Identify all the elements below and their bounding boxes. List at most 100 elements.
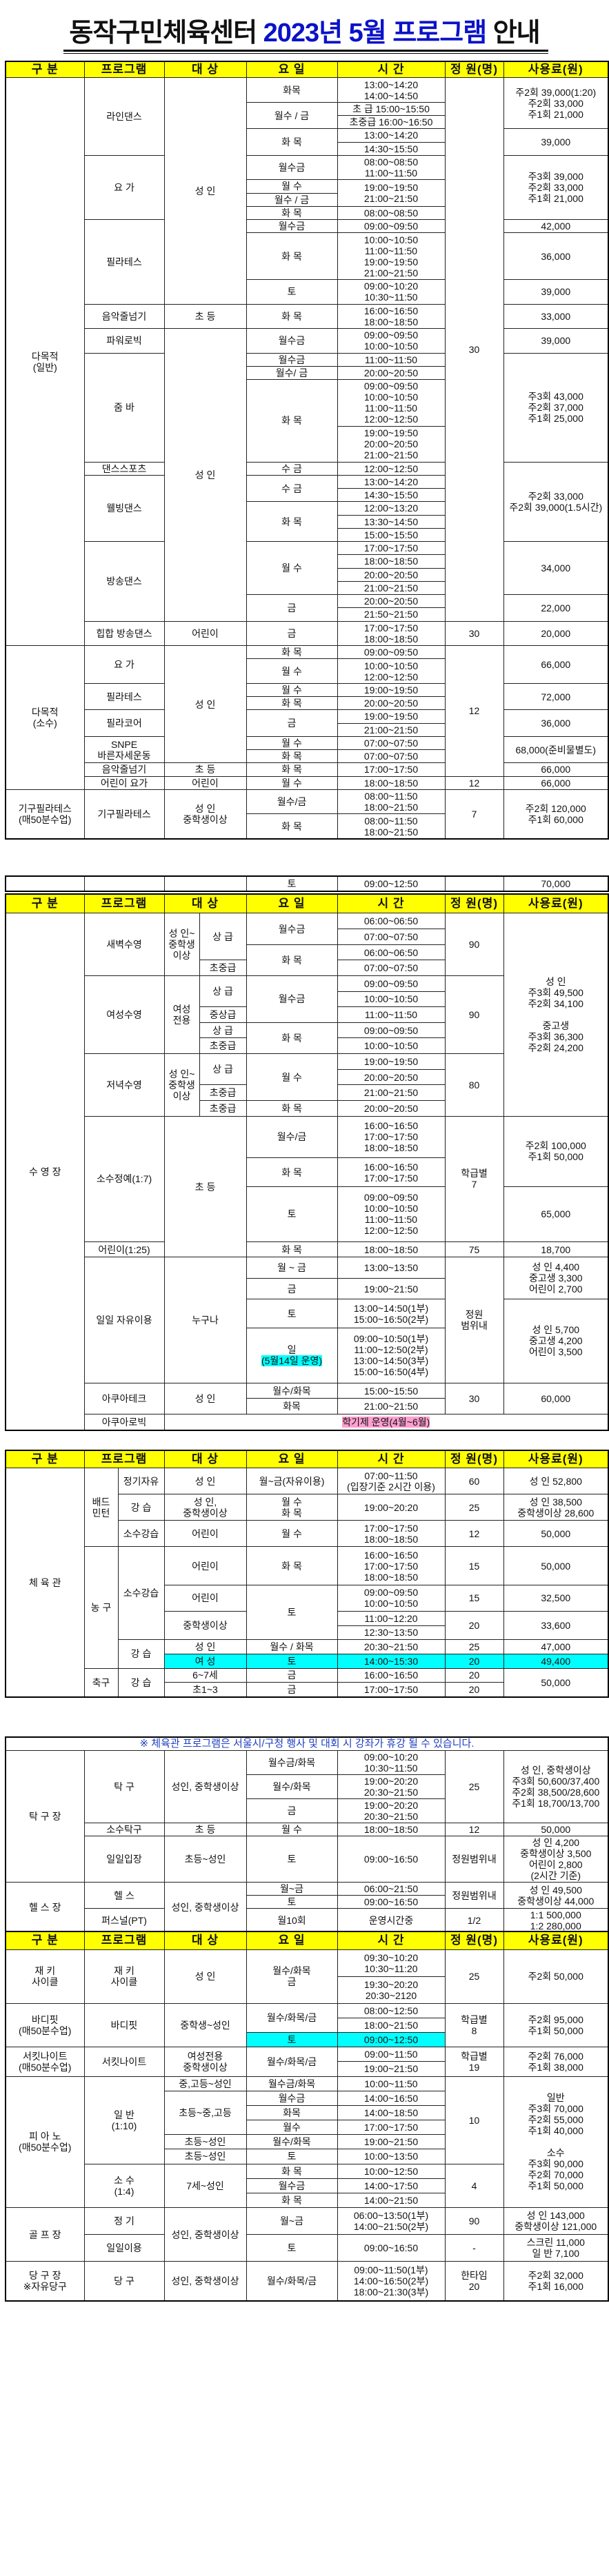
table-cell: 중상급 bbox=[199, 1006, 247, 1023]
table-row: 화 목 10:00~10:50 11:00~11:50 19:00~19:50 2… bbox=[6, 232, 609, 281]
table-row: 초등~성인 월수/화목 19:00~21:50 bbox=[6, 2134, 608, 2150]
table-cell: 월수/화목/금 bbox=[246, 2047, 338, 2077]
table-cell: 강 습 bbox=[117, 1639, 165, 1669]
table-row: 금 19:00~20:20 20:30~21:50 bbox=[6, 1798, 608, 1823]
table-cell: 08:00~12:50 bbox=[337, 2002, 446, 2018]
table-cell: 19:00~19:50 bbox=[337, 1053, 446, 1070]
table-cell: 월수금 bbox=[246, 352, 338, 367]
cell-text: 50,000 bbox=[541, 1676, 571, 1688]
table-cell: 66,000 bbox=[503, 645, 609, 684]
table-cell: 09:00~09:50 bbox=[337, 645, 446, 660]
table-cell: 기구필라테스 bbox=[83, 789, 165, 840]
table-row: 기구필라테스 (매50분수업) 기구필라테스 성 인 중학생이상 월수/금 08:00~… bbox=[5, 789, 609, 840]
table-cell: 화목 bbox=[246, 77, 338, 103]
cell-text: 66,000 bbox=[541, 658, 571, 670]
table-cell: SNPE 바른자세운동 bbox=[83, 736, 165, 764]
cell-text: 누구나 bbox=[192, 1315, 219, 1326]
table-cell: 헬 스 장 bbox=[5, 1882, 85, 1934]
cell-text: 주2회 50,000 bbox=[528, 1971, 583, 1982]
table-row: 여성수영 여성 전용 상 급 월수금 09:00~09:50 90 bbox=[6, 975, 608, 1055]
table-cell: 06:00~06:50 bbox=[337, 913, 446, 930]
cell-text: 토 bbox=[287, 1655, 297, 1667]
column-header: 대 상 bbox=[163, 1450, 247, 1469]
table-cell: 14:00~17:50 bbox=[337, 2178, 446, 2193]
table-cell: 탁 구 장 bbox=[5, 1750, 85, 1883]
cell-text: 월수/화목/금 bbox=[266, 2056, 317, 2067]
cell-text: 기구필라테스 (매50분수업) bbox=[18, 802, 72, 825]
table-cell bbox=[83, 875, 165, 892]
table-cell: 09:00~09:50 bbox=[337, 1022, 446, 1039]
table-row: 필라코어 금 19:00~19:50 36,000 bbox=[6, 709, 609, 737]
table-cell: 댄스스포츠 bbox=[83, 461, 165, 476]
title-center-name: 동작구민체육센터 bbox=[69, 19, 263, 48]
table-cell: 중학생~성인 bbox=[163, 2002, 247, 2048]
table-cell: 체 육 관 bbox=[5, 1468, 85, 1698]
table-cell: 12 bbox=[444, 1520, 504, 1548]
cell-text: 라인댄스 bbox=[106, 111, 142, 123]
table-cell: 성 인 38,500 중학생이상 28,600 bbox=[503, 1494, 609, 1521]
table-row: 바디핏 (매50분수업) 바디핏 중학생~성인 월수/화목/금 08:00~12:50 학… bbox=[5, 2002, 609, 2048]
table-cell: 어린이 bbox=[163, 1546, 247, 1585]
table-cell: 성 인 49,500 중학생이상 44,000 bbox=[503, 1882, 609, 1909]
table-cell: 어린이 bbox=[163, 775, 247, 790]
table-cell: 20 bbox=[444, 1653, 504, 1669]
cell-text: 성 인 bbox=[194, 185, 216, 196]
column-header: 대 상 bbox=[163, 1931, 247, 1950]
table-cell: 47,000 bbox=[503, 1639, 609, 1654]
table-row: 화목 21:00~21:50 bbox=[6, 1398, 608, 1414]
cell-text: 재 키 사이클 bbox=[110, 1965, 138, 1988]
table-cell: 화 목 bbox=[246, 944, 338, 976]
table-cell: 60 bbox=[444, 1468, 504, 1495]
cell-text: 요 가 bbox=[114, 658, 134, 670]
table-cell: 25 bbox=[444, 1949, 504, 2004]
table-cell: 14:00~15:30 bbox=[337, 1653, 446, 1669]
table-cell: 16:00~16:50 17:00~17:50 18:00~18:50 bbox=[337, 1115, 446, 1159]
table-cell: 50,000 bbox=[503, 1667, 609, 1698]
table-cell: 21:50~21:50 bbox=[337, 607, 446, 622]
table-cell: 월 수 bbox=[246, 1520, 338, 1548]
column-header: 정 원(명) bbox=[444, 1931, 504, 1950]
table-cell: 20:00~20:50 bbox=[337, 594, 446, 609]
column-header: 시 간 bbox=[337, 1450, 446, 1469]
table-cell: 초 등 bbox=[163, 1823, 247, 1836]
table-cell: 바디핏 bbox=[83, 2002, 165, 2048]
cell-text: 30 bbox=[468, 343, 480, 355]
table-cell: 12:00~12:50 bbox=[337, 461, 446, 476]
table-cell: 성 인 5,700 중고생 4,200 어린이 3,500 bbox=[503, 1299, 609, 1383]
table-row: 토 09:00~12:50 bbox=[6, 2032, 608, 2048]
table-cell: 화목 bbox=[246, 1398, 338, 1414]
table-cell: 90 bbox=[444, 2207, 504, 2235]
table-row: 19:30~20:20 20:30~2120 bbox=[6, 1976, 608, 2004]
table-row: 월수/ 금 20:00~20:50 bbox=[6, 365, 608, 381]
table-cell: 화 목 bbox=[246, 2192, 338, 2209]
table-row: 초중급 16:00~16:50 bbox=[6, 115, 608, 130]
table-cell: 소수정예(1:7) bbox=[83, 1115, 165, 1242]
cell-text: 90 bbox=[468, 939, 480, 951]
table-cell: 16:00~16:50 18:00~18:50 bbox=[337, 303, 446, 329]
table-cell: 아쿠아테크 bbox=[83, 1382, 165, 1414]
cell-text: 25 bbox=[468, 1781, 480, 1792]
cell-text: 10 bbox=[468, 2114, 480, 2126]
table-cell: 화 목 bbox=[246, 232, 338, 281]
cell-text: 성인, 중학생이상 bbox=[171, 2229, 239, 2240]
cell-text: 소수강습 bbox=[123, 1588, 159, 1599]
table-row: 여 성 토 14:00~15:30 20 49,400 bbox=[6, 1653, 609, 1669]
extra-saturday-row: 토 09:00~12:50 70,000 bbox=[5, 875, 609, 892]
table-cell: 정원 범위내 bbox=[444, 1257, 504, 1383]
table-cell: 초 등 bbox=[163, 762, 247, 777]
table-row: 강 습 성 인 월수 / 화목 20:30~21:50 25 47,000 bbox=[6, 1639, 609, 1669]
table-cell: 재 키 사이클 bbox=[5, 1949, 85, 2004]
table-cell: 정 기 bbox=[83, 2207, 165, 2235]
cell-text: 다목적 (일반) bbox=[31, 350, 59, 373]
table-cell: 상 급 bbox=[199, 1053, 247, 1086]
table-cell: 16:00~16:50 17:00~17:50 bbox=[337, 1157, 446, 1188]
table-row: 재 키 사이클 재 키 사이클 성 인 월수/화목 금 09:30~10:20 10:3… bbox=[5, 1949, 609, 2004]
cell-text: 19:00~19:50 21:00~21:50 bbox=[363, 182, 419, 204]
table-cell: 어린이(1:25) bbox=[83, 1241, 165, 1258]
table-cell: 50,000 bbox=[503, 1520, 609, 1548]
cell-text: 줌 바 bbox=[114, 402, 134, 414]
cell-text: 성 인 5,700 중고생 4,200 어린이 3,500 bbox=[528, 1324, 583, 1358]
